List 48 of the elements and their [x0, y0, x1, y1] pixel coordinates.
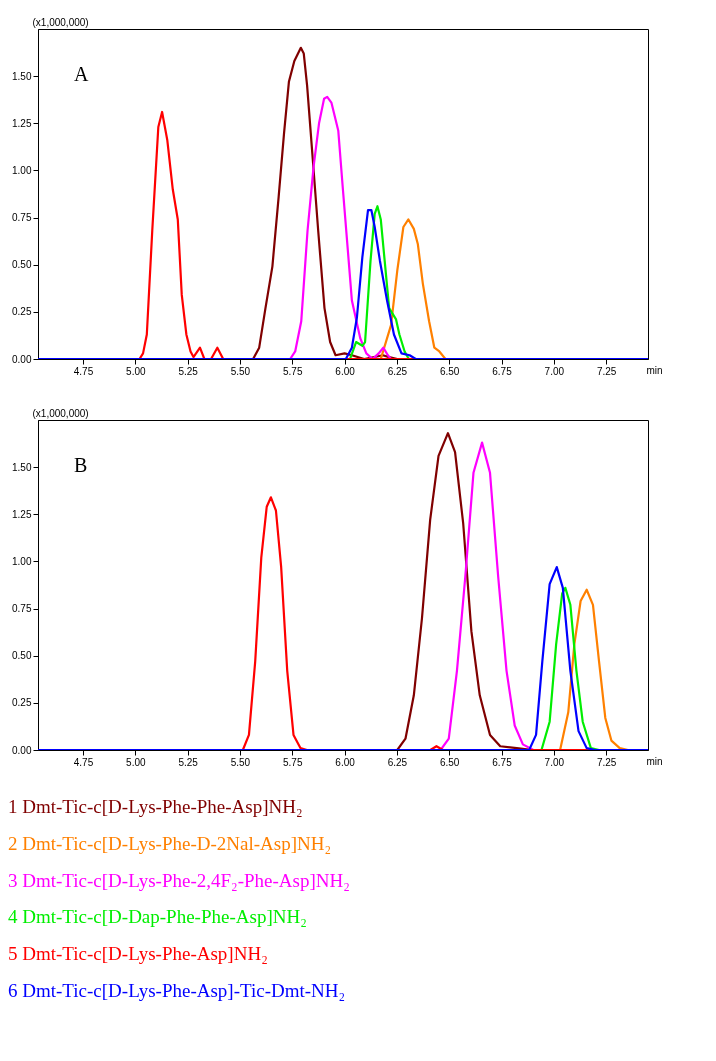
x-tick-label: 5.25	[178, 365, 199, 377]
x-tick-label: 6.50	[439, 756, 460, 768]
y-tick-label: 1.00	[12, 164, 32, 176]
y-tick-label: 0.00	[12, 744, 32, 756]
x-tick-label: 5.75	[283, 756, 303, 768]
text: 5 Dmt-Tic-c[D-Lys-Phe-Asp]NH₂	[8, 943, 268, 964]
x-axis-title: min	[646, 755, 663, 767]
annotation: A	[74, 63, 89, 85]
y-tick-label: 0.25	[12, 306, 32, 318]
x-tick-label: 6.75	[492, 365, 513, 377]
y-tick-label: 1.00	[12, 555, 32, 567]
x-tick-label: 7.00	[544, 756, 565, 768]
y-tick-label: 0.25	[12, 697, 32, 709]
x-tick-label: 7.25	[596, 756, 617, 768]
y-tick-label: 0.75	[12, 212, 32, 224]
y-tick-label: 1.25	[12, 508, 32, 520]
x-tick-label: 7.00	[544, 365, 565, 377]
text: 6 Dmt-Tic-c[D-Lys-Phe-Asp]-Tic-Dmt-NH₂	[8, 979, 346, 1001]
y-axis-title: (x1,000,000)	[32, 407, 89, 419]
y-tick-label: 0.50	[12, 650, 32, 662]
text: 1 Dmt-Tic-c[D-Lys-Phe-Phe-Asp]NH₂	[8, 796, 303, 818]
text: 4 Dmt-Tic-c[D-Dap-Phe-Phe-Asp]NH₂	[8, 906, 307, 928]
x-tick-label: 7.25	[596, 365, 617, 377]
x-tick-label: 6.25	[387, 365, 408, 377]
x-tick-label: 5.75	[283, 365, 303, 377]
x-tick-label: 6.50	[439, 365, 460, 377]
x-tick-label: 5.50	[230, 756, 251, 768]
x-tick-label: 6.00	[335, 756, 356, 768]
text: 3 Dmt-Tic-c[D-Lys-Phe-2,4F₂-Phe-Asp]NH₂	[8, 869, 350, 891]
x-tick-label: 5.25	[178, 756, 199, 768]
x-tick-label: 5.00	[126, 365, 146, 377]
x-tick-label: 4.75	[73, 365, 94, 377]
y-tick-label: 1.25	[12, 117, 32, 129]
x-axis-title: min	[646, 364, 663, 376]
text: 2 Dmt-Tic-c[D-Lys-Phe-D-2Nal-Asp]NH₂	[8, 833, 332, 854]
y-tick-label: 0.50	[12, 259, 32, 271]
x-tick-label: 6.25	[387, 756, 408, 768]
y-tick-label: 1.50	[12, 70, 32, 82]
y-axis-title: (x1,000,000)	[32, 16, 89, 28]
x-tick-label: 6.75	[492, 756, 513, 768]
x-tick-label: 5.50	[230, 365, 251, 377]
y-tick-label: 0.75	[12, 603, 32, 615]
x-tick-label: 5.00	[126, 756, 146, 768]
x-tick-label: 6.00	[335, 365, 356, 377]
x-tick-label: 4.75	[73, 756, 94, 768]
y-tick-label: 0.00	[12, 353, 32, 365]
y-tick-label: 1.50	[12, 461, 32, 473]
annotation: B	[74, 454, 88, 476]
